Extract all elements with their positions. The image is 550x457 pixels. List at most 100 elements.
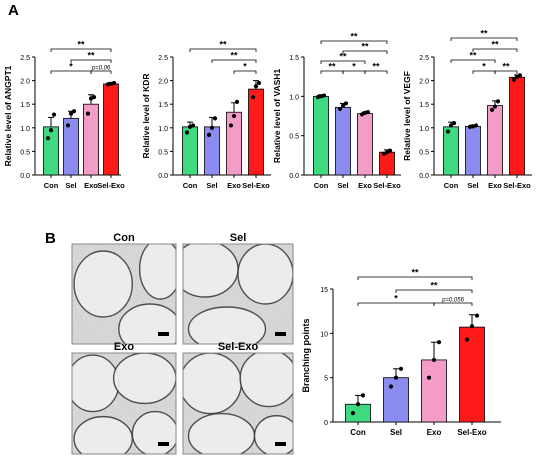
kdr-ytick-label: 2.5 — [158, 55, 168, 62]
branching-point — [355, 402, 361, 407]
vash1-sig-label: ** — [350, 32, 358, 42]
branching-ytick-label: 5 — [324, 376, 328, 383]
chart-angpt1: 0.0 0.5 1.0 1.5 2.0 2.5 Relative level of ANGP… — [3, 40, 125, 191]
chart-vegf: 0.0 0.5 1.0 1.5 2.0 2.5 Relative level of VEGF… — [402, 29, 532, 190]
scale-bar — [158, 332, 169, 336]
angpt1-point — [85, 111, 91, 116]
kdr-xtick-label: Con — [183, 181, 198, 190]
vash1-ytick-label: 1.0 — [289, 94, 299, 101]
branching-point — [360, 393, 366, 398]
angpt1-point — [91, 95, 97, 100]
vash1-xtick-label: Sel-Exo — [373, 181, 401, 190]
kdr-point — [256, 80, 262, 86]
vegf-xtick-label: Con — [444, 181, 459, 190]
branching-point — [350, 411, 356, 416]
vegf-sig-bracket — [450, 37, 518, 41]
branching-sig-bracket — [395, 289, 473, 293]
vegf-sig-label: ** — [502, 62, 510, 72]
vegf-point — [511, 77, 517, 82]
chart-kdr: 0.0 0.5 1.0 1.5 2.0 2.5 Relative level of KDR C… — [141, 40, 271, 190]
kdr-point — [190, 123, 196, 128]
vegf-xtick-label: Exo — [488, 181, 502, 190]
micrograph-lumen — [239, 353, 293, 408]
kdr-point — [231, 113, 237, 119]
branching-point — [431, 357, 437, 363]
branching-bar-sel — [383, 377, 409, 423]
micrograph-title: Sel-Exo — [218, 341, 259, 353]
angpt1-ytick-label: 0.0 — [20, 173, 30, 180]
micrograph-lumen — [73, 415, 134, 454]
kdr-ytick-label: 0.5 — [158, 149, 168, 156]
kdr-point — [206, 132, 212, 137]
vegf-bar-sel-exo — [509, 76, 525, 176]
angpt1-sig-bracket — [50, 70, 92, 74]
vegf-ytick-label: 2.5 — [419, 55, 429, 62]
branching-point — [469, 324, 475, 329]
branching-point — [426, 375, 432, 380]
branching-xtick-label: Sel-Exo — [457, 428, 486, 437]
angpt1-ytick-label: 1.5 — [20, 102, 30, 109]
vash1-point — [337, 106, 343, 112]
vash1-xtick-label: Sel — [337, 181, 348, 190]
micrograph-exo: Exo — [71, 341, 177, 455]
branching-sig-label: * — [394, 294, 398, 304]
angpt1-ytick-label: 0.5 — [20, 149, 30, 156]
kdr-ytick-label: 0.0 — [158, 173, 168, 180]
kdr-bar-exo — [226, 111, 242, 176]
micrograph-title: Sel — [230, 232, 247, 244]
vash1-ytick-label: 0.5 — [289, 134, 299, 141]
vash1-point — [365, 109, 371, 115]
angpt1-ytick-label: 2.5 — [20, 55, 30, 62]
vegf-ylabel: Relative level of VEGF — [402, 71, 412, 161]
angpt1-sig-bracket — [50, 48, 112, 52]
kdr-ytick-label: 1.0 — [158, 126, 168, 133]
branching-bar-exo — [421, 359, 447, 423]
vegf-sig-label: ** — [491, 40, 499, 50]
micrograph-title: Exo — [114, 341, 134, 353]
vash1-sig-bracket — [342, 50, 388, 54]
vegf-point — [495, 99, 501, 104]
branching-sig-label: ** — [430, 281, 438, 291]
kdr-xtick-label: Sel — [206, 181, 217, 190]
vash1-ytick-label: 1.5 — [289, 55, 299, 62]
angpt1-ytick-label: 1.0 — [20, 126, 30, 133]
micrograph-border — [71, 243, 177, 345]
vegf-point — [451, 120, 457, 126]
micrograph-lumen — [187, 306, 267, 344]
angpt1-point — [68, 111, 74, 116]
vegf-sig-label: ** — [469, 51, 477, 61]
vash1-point — [340, 103, 346, 108]
kdr-xtick-label: Exo — [227, 181, 241, 190]
kdr-ytick-label: 2.0 — [158, 79, 168, 86]
vash1-point — [387, 148, 393, 153]
vegf-bar-exo — [487, 105, 503, 176]
kdr-sig-bracket — [211, 59, 257, 63]
angpt1-sig-bracket — [70, 59, 112, 63]
vash1-ylabel: Relative level of VASH1 — [272, 69, 282, 164]
micrograph-border — [71, 352, 177, 455]
vegf-xtick-label: Sel-Exo — [503, 181, 531, 190]
angpt1-ylabel: Relative level of ANGPT1 — [3, 65, 13, 166]
vash1-sig-bracket — [364, 70, 388, 74]
kdr-ylabel: Relative level of KDR — [141, 73, 151, 158]
kdr-point — [228, 123, 234, 128]
angpt1-xtick-label: Exo — [84, 181, 98, 190]
micrograph-title: Con — [113, 232, 135, 244]
vegf-point — [517, 73, 523, 78]
kdr-sig-bracket — [189, 48, 257, 52]
vegf-point — [445, 129, 451, 134]
angpt1-point — [48, 128, 54, 133]
vegf-ytick-label: 2.0 — [419, 79, 429, 86]
kdr-point — [184, 130, 190, 135]
branching-bar-con — [345, 403, 371, 423]
angpt1-ytick-label: 2.0 — [20, 79, 30, 86]
vegf-sig-bracket — [450, 59, 496, 63]
vash1-bar-con — [313, 95, 329, 176]
micrographs-layer: Con Sel Exo Sel-Exo — [71, 232, 294, 455]
vegf-ytick-label: 1.5 — [419, 102, 429, 109]
chart-vash1: 0.0 0.5 1.0 1.5 Relative level of VASH1 Con Se… — [272, 32, 401, 191]
micrograph-lumen — [112, 353, 176, 405]
vegf-sig-bracket — [494, 70, 518, 74]
vegf-xtick-label: Sel — [467, 181, 478, 190]
